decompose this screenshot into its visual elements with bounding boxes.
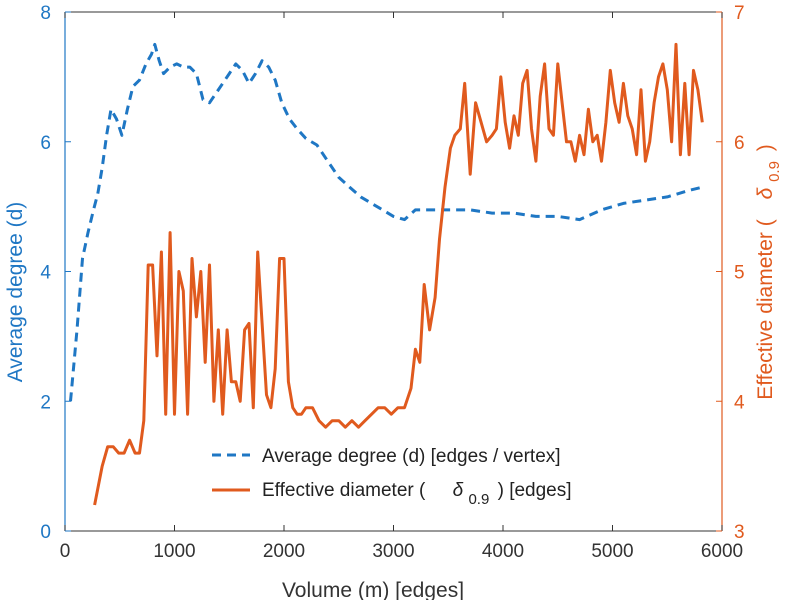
x-tick-label: 5000 [591, 541, 633, 562]
y-tick-label-left: 8 [40, 3, 51, 24]
legend-label-effective-diameter: Effective diameter ( δ 0.9 ) [edges] [262, 480, 572, 509]
series-line-effective-diameter [93, 42, 704, 506]
y-tick-label-right: 7 [734, 3, 745, 24]
y-tick-label-left: 4 [40, 263, 51, 284]
x-tick-label: 4000 [482, 541, 524, 562]
x-tick-label: 6000 [701, 541, 743, 562]
x-tick-label: 2000 [263, 541, 305, 562]
y-axis-label-right: Effective diameter ( δ 0.9 ) [754, 144, 784, 400]
y-tick-label-right: 3 [734, 522, 745, 543]
x-tick-label: 3000 [372, 541, 414, 562]
x-axis-label: Volume (m) [edges] [282, 579, 464, 600]
y-tick-label-left: 0 [40, 522, 51, 543]
y-tick-label-right: 5 [734, 263, 745, 284]
y-tick-label-right: 4 [734, 392, 745, 413]
y-tick-label-right: 6 [734, 133, 745, 154]
y-tick-label-left: 2 [40, 392, 51, 413]
legend-label-average-degree: Average degree (d) [edges / vertex] [262, 446, 561, 467]
y-axis-label-left: Average degree (d) [4, 202, 27, 383]
series-line-average-degree [69, 42, 703, 402]
x-tick-label: 0 [60, 541, 71, 562]
legend: Average degree (d) [edges / vertex] Effe… [212, 446, 572, 509]
y-tick-label-left: 6 [40, 133, 51, 154]
x-tick-label: 1000 [153, 541, 195, 562]
